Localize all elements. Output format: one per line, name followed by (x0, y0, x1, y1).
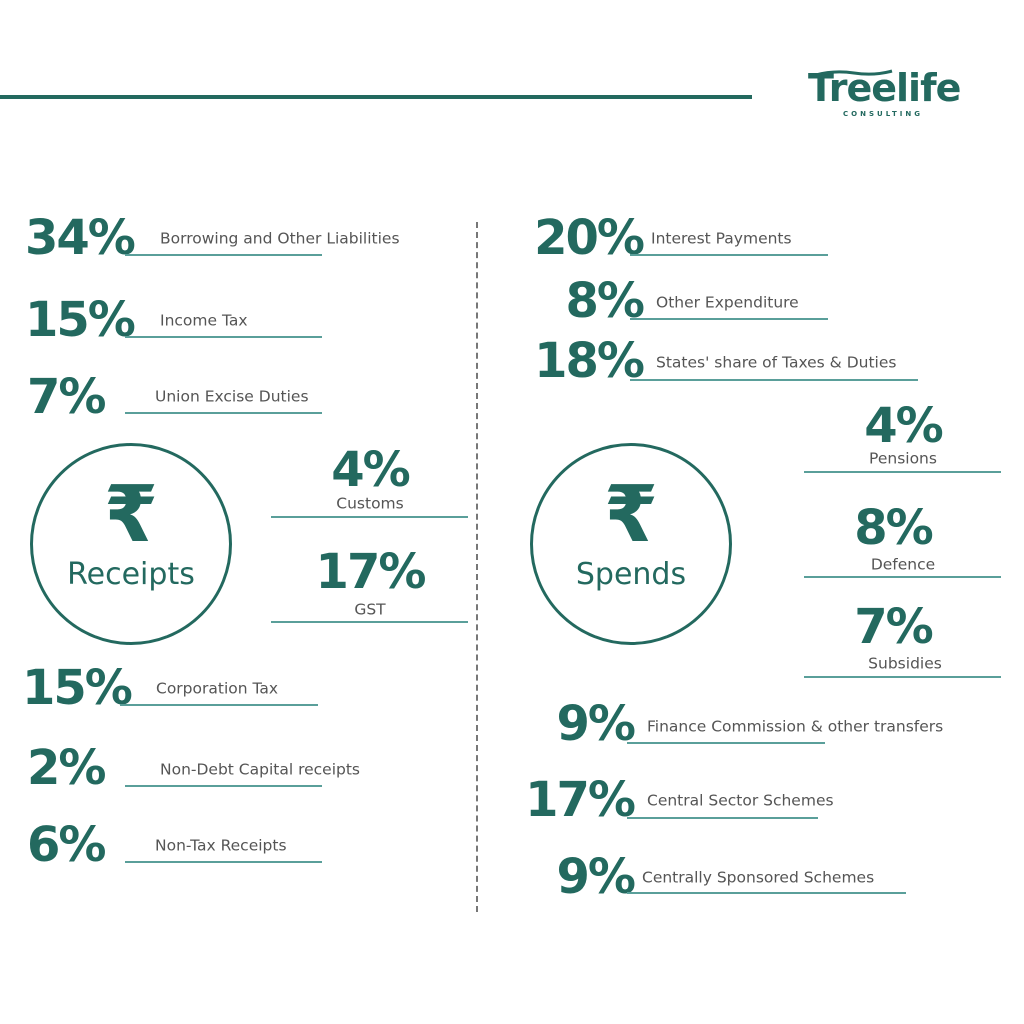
spends-title: Spends (575, 557, 687, 592)
item-label: Corporation Tax (156, 679, 279, 698)
item-label: States' share of Taxes & Duties (656, 353, 897, 372)
pct-value: 6% (27, 817, 106, 873)
pct-value: 8% (565, 273, 645, 329)
underline (630, 254, 828, 256)
pct-value: 17% (525, 772, 636, 828)
pct-value: 4% (864, 398, 943, 454)
item-label: Non-Tax Receipts (155, 836, 287, 855)
underline (627, 892, 906, 894)
item-label: Subsidies (868, 654, 942, 673)
underline (630, 379, 918, 381)
item-label: Union Excise Duties (155, 387, 309, 406)
pct-value: 15% (22, 660, 133, 716)
pct-value: 8% (854, 500, 933, 556)
underline (125, 785, 322, 787)
pct-value: 9% (556, 849, 636, 905)
header-rule (0, 95, 752, 99)
pct-value: 4% (331, 442, 410, 498)
item-label: Customs (336, 494, 404, 513)
underline (627, 742, 825, 744)
item-label: Finance Commission & other transfers (647, 717, 944, 736)
item-label: Income Tax (160, 311, 248, 330)
pct-value: 18% (534, 333, 645, 389)
pct-value: 20% (534, 210, 645, 266)
rupee-icon: ₹ (603, 470, 659, 560)
item-label: Centrally Sponsored Schemes (642, 868, 875, 887)
spends-circle: ₹ Spends (530, 443, 732, 645)
underline (125, 861, 322, 863)
item-label: Central Sector Schemes (647, 791, 834, 810)
pct-value: 7% (854, 599, 933, 655)
pct-value: 34% (25, 210, 136, 266)
receipts-circle: ₹ Receipts (30, 443, 232, 645)
logo-sub: CONSULTING (843, 110, 923, 118)
underline (120, 704, 318, 706)
underline (630, 318, 828, 320)
item-label: Other Expenditure (656, 293, 799, 312)
underline (125, 412, 322, 414)
underline (804, 676, 1001, 678)
underline (804, 471, 1001, 473)
underline (125, 254, 322, 256)
item-label: Borrowing and Other Liabilities (160, 229, 400, 248)
underline (804, 576, 1001, 578)
pct-value: 2% (27, 740, 106, 796)
item-label: Interest Payments (651, 229, 792, 248)
divider-dashed (476, 222, 478, 912)
underline (271, 621, 468, 623)
rupee-icon: ₹ (103, 470, 159, 560)
underline (627, 817, 818, 819)
pct-value: 15% (25, 292, 136, 348)
item-label: Defence (870, 555, 936, 574)
tree-branch-icon (815, 69, 893, 77)
item-label: Pensions (869, 449, 937, 468)
pct-value: 9% (556, 696, 636, 752)
pct-value: 7% (27, 369, 106, 425)
item-label: GST (354, 600, 386, 619)
underline (271, 516, 468, 518)
pct-value: 17% (315, 544, 427, 600)
receipts-title: Receipts (67, 557, 195, 592)
item-label: Non-Debt Capital receipts (160, 760, 361, 779)
logo: Treelife CONSULTING (808, 66, 961, 118)
underline (125, 336, 322, 338)
